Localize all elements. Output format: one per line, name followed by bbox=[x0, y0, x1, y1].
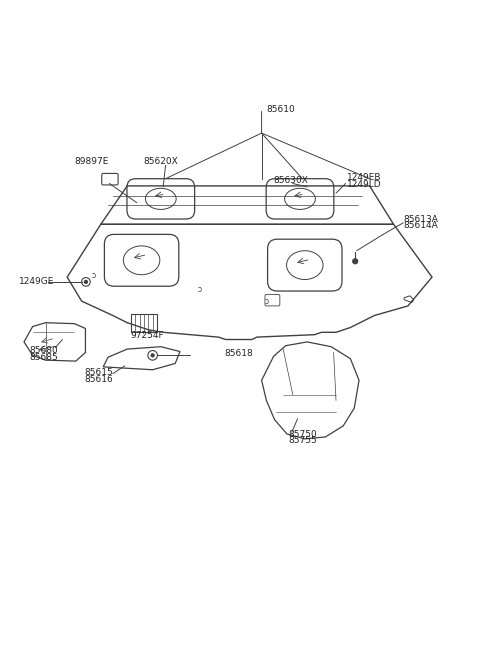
Text: 85685: 85685 bbox=[30, 353, 59, 362]
Text: ɔ: ɔ bbox=[264, 297, 268, 306]
Text: 85750: 85750 bbox=[288, 430, 317, 439]
Text: 85610: 85610 bbox=[266, 105, 295, 113]
Text: 85755: 85755 bbox=[288, 436, 317, 445]
Text: 85613A: 85613A bbox=[403, 215, 438, 223]
Text: 1249GE: 1249GE bbox=[19, 278, 55, 286]
Circle shape bbox=[151, 354, 154, 357]
Text: 85630X: 85630X bbox=[274, 176, 309, 185]
Text: 85615: 85615 bbox=[84, 368, 113, 377]
Text: 89897E: 89897E bbox=[74, 157, 109, 166]
Text: 1249EB: 1249EB bbox=[347, 173, 381, 182]
Text: 85620X: 85620X bbox=[143, 157, 178, 166]
Text: 97254F: 97254F bbox=[131, 331, 164, 340]
Text: 1249LD: 1249LD bbox=[347, 180, 381, 189]
Text: 85680: 85680 bbox=[30, 346, 59, 355]
Text: 85618: 85618 bbox=[225, 349, 253, 358]
Text: 85616: 85616 bbox=[84, 375, 113, 384]
Circle shape bbox=[353, 259, 358, 264]
Circle shape bbox=[84, 280, 87, 284]
Text: ɔ: ɔ bbox=[197, 285, 201, 293]
Text: ɔ: ɔ bbox=[92, 271, 96, 280]
Text: 85614A: 85614A bbox=[403, 221, 438, 231]
